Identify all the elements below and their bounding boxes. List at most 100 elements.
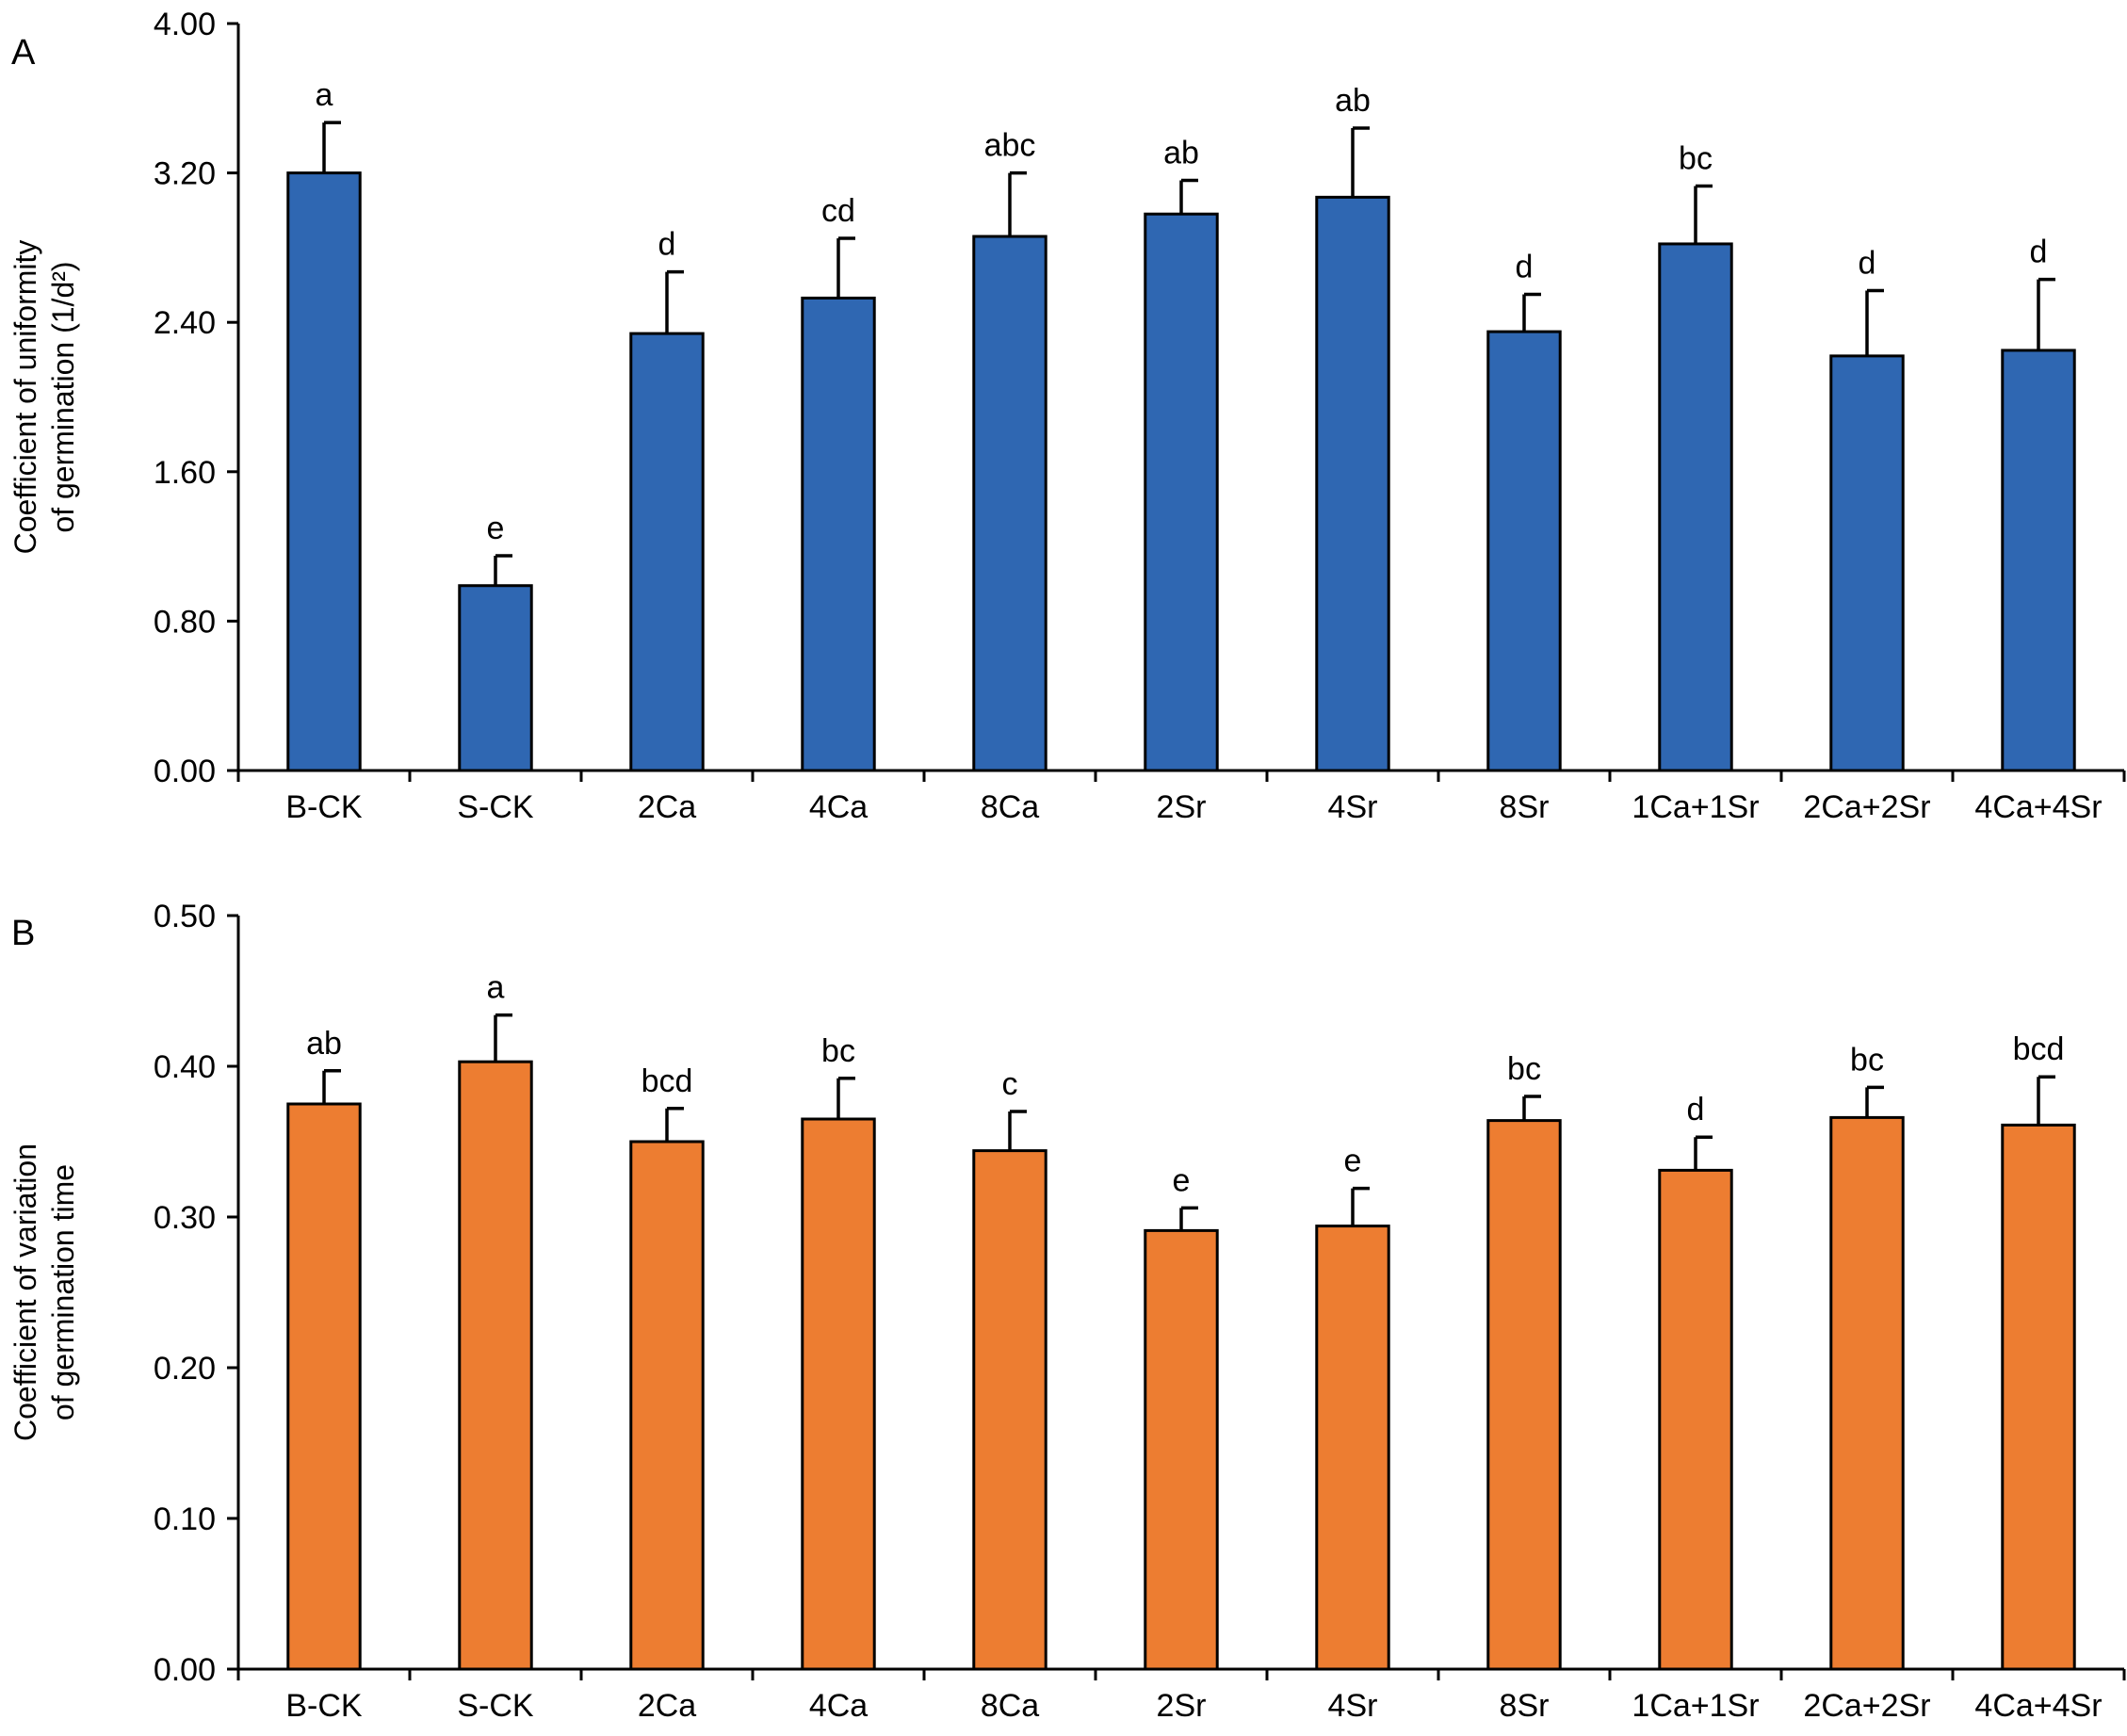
y-tick-label: 1.60 <box>154 455 216 491</box>
error-bar <box>494 554 512 586</box>
y-tick-label: 3.20 <box>154 156 216 192</box>
significance-label: d <box>2030 235 2048 270</box>
x-tick-label: 2Sr <box>1157 1688 1207 1724</box>
x-tick-label: 1Ca+1Sr <box>1632 1688 1759 1724</box>
y-tick-label: 0.30 <box>154 1200 216 1236</box>
error-bar <box>1008 1110 1027 1151</box>
error-bar <box>836 236 855 299</box>
error-bar <box>494 1013 512 1063</box>
error-bar <box>836 1077 855 1119</box>
bar-4sr <box>1315 1225 1390 1671</box>
error-bar <box>1865 1085 1884 1118</box>
bar-1ca-1sr <box>1658 1168 1733 1671</box>
y-tick-label: 0.00 <box>154 754 216 789</box>
y-axis-label: of germination time <box>46 1164 80 1420</box>
x-tick-label: 2Sr <box>1157 789 1207 825</box>
chart-panel-b: B Coefficient of variation of germination … <box>8 899 2126 1724</box>
bar-2sr <box>1144 212 1219 772</box>
x-tick-label: 2Ca <box>638 1688 696 1724</box>
bar-8sr <box>1486 330 1562 772</box>
bar-s-ck <box>458 1060 533 1671</box>
error-bar <box>2037 277 2055 350</box>
bar-8ca <box>972 235 1047 772</box>
bar-1ca-1sr <box>1658 242 1733 772</box>
x-tick-label: S-CK <box>457 1688 534 1724</box>
panel-label: B <box>11 914 35 953</box>
significance-label: abc <box>984 128 1036 164</box>
y-tick-label: 0.50 <box>154 899 216 934</box>
significance-label: d <box>1516 249 1534 284</box>
y-axis-label: Coefficient of variation <box>8 1144 42 1441</box>
y-tick-label: 0.10 <box>154 1501 216 1537</box>
y-tick-label: 0.80 <box>154 604 216 640</box>
x-tick-label: 1Ca+1Sr <box>1632 789 1759 825</box>
y-axis-label: Coefficient of uniformity <box>8 240 42 555</box>
significance-label: a <box>316 77 333 113</box>
error-bar <box>1694 1135 1713 1171</box>
significance-label: bc <box>1507 1051 1541 1087</box>
error-bar <box>665 1107 684 1142</box>
x-tick-label: 4Ca+4Sr <box>1974 789 2102 825</box>
x-tick-label: B-CK <box>285 1688 363 1724</box>
bar-4sr <box>1315 195 1390 772</box>
significance-label: ab <box>1163 136 1199 171</box>
error-bar <box>2037 1075 2055 1126</box>
error-bar <box>1351 1186 1370 1226</box>
significance-label: cd <box>821 193 855 229</box>
error-bar <box>1179 178 1198 215</box>
significance-label: bc <box>821 1033 855 1069</box>
bar-8ca <box>972 1149 1047 1671</box>
significance-label: a <box>487 970 505 1006</box>
error-bar <box>1008 170 1027 237</box>
bar-s-ck <box>458 584 533 772</box>
bar-b-ck <box>286 1102 362 1671</box>
y-tick-label: 4.00 <box>154 7 216 42</box>
bar-b-ck <box>286 171 362 772</box>
significance-label: e <box>1173 1162 1191 1198</box>
error-bar <box>322 121 341 173</box>
significance-label: ab <box>306 1026 342 1062</box>
significance-label: bc <box>1850 1042 1884 1078</box>
bar-4ca-4sr <box>2001 349 2076 772</box>
x-tick-label: 2Ca+2Sr <box>1803 789 1930 825</box>
bar-4ca <box>801 1117 876 1671</box>
bar-8sr <box>1486 1119 1562 1671</box>
bar-2ca <box>629 1140 705 1671</box>
significance-label: d <box>658 227 676 263</box>
error-bar <box>1351 126 1370 198</box>
y-tick-label: 0.00 <box>154 1652 216 1688</box>
error-bar <box>322 1069 341 1104</box>
error-bar <box>1865 288 1884 356</box>
error-bar <box>1522 1095 1541 1121</box>
significance-label: c <box>1002 1066 1018 1102</box>
x-tick-label: 8Sr <box>1500 789 1550 825</box>
y-tick-label: 2.40 <box>154 305 216 341</box>
chart-panel-a: A Coefficient of uniformity of germination… <box>8 7 2126 825</box>
error-bar <box>665 269 684 334</box>
significance-label: d <box>1859 245 1876 281</box>
significance-label: bcd <box>2013 1031 2065 1067</box>
error-bar <box>1522 292 1541 333</box>
x-tick-label: 4Ca+4Sr <box>1974 1688 2102 1724</box>
panel-label: A <box>11 33 36 73</box>
significance-label: d <box>1687 1092 1705 1128</box>
y-axis-label: of germination (1/d²) <box>46 261 80 532</box>
significance-label: bcd <box>641 1063 693 1099</box>
bar-2ca <box>629 332 705 772</box>
x-tick-label: 4Ca <box>809 789 868 825</box>
significance-label: bc <box>1679 140 1713 176</box>
error-bar <box>1694 184 1713 244</box>
x-tick-label: 2Ca+2Sr <box>1803 1688 1930 1724</box>
y-tick-label: 0.40 <box>154 1049 216 1085</box>
y-tick-label: 0.20 <box>154 1351 216 1387</box>
x-tick-label: 4Sr <box>1328 789 1378 825</box>
error-bar <box>1179 1206 1198 1231</box>
x-tick-label: 8Sr <box>1500 1688 1550 1724</box>
bar-2sr <box>1144 1228 1219 1671</box>
bar-4ca-4sr <box>2001 1123 2076 1671</box>
x-tick-label: 8Ca <box>981 789 1039 825</box>
significance-label: e <box>487 511 505 546</box>
bar-2ca-2sr <box>1829 354 1905 772</box>
x-tick-label: S-CK <box>457 789 534 825</box>
